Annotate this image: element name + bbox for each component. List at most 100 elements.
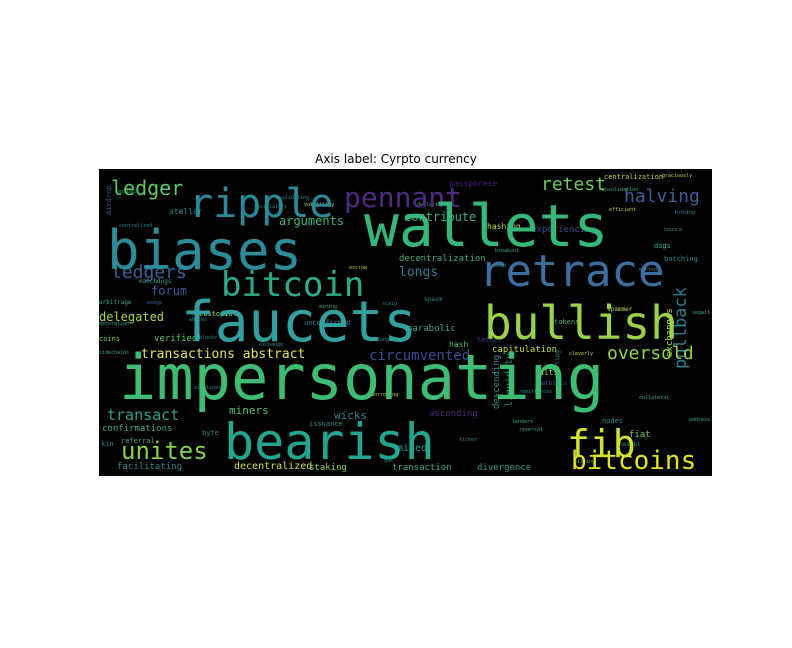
word-retest: retest — [541, 174, 606, 195]
word-mined: mined — [397, 443, 427, 454]
word-parabolic: parabolic — [407, 324, 456, 334]
word-centralized: centralized — [119, 223, 152, 229]
word-arguments: arguments — [279, 214, 344, 228]
word-passphrase: passphrase — [449, 179, 497, 188]
word-forum: forum — [151, 284, 187, 298]
word-parabola: parabola — [538, 380, 567, 387]
word-facilitating: facilitating — [117, 462, 182, 472]
word-masabi: masabi — [619, 441, 641, 448]
word-alts: alts — [539, 368, 558, 377]
word-volatility: volatility — [304, 202, 334, 208]
word-experiencing: experiencing — [531, 225, 596, 235]
word-consolidation: consolidation — [599, 187, 638, 193]
word-borrowing: borrowing — [371, 392, 398, 398]
word-circumvented: circumvented — [369, 348, 470, 364]
word-ledgers: ledgers — [111, 262, 187, 283]
word-delegated: delegated — [99, 310, 164, 324]
word-reversal: reversal — [519, 427, 543, 433]
word-spasm: spasm — [424, 296, 442, 303]
word-exchanges: exchanges — [665, 308, 675, 357]
word-liquidity: liquidity — [504, 353, 515, 407]
word-cashback: cashback — [115, 189, 139, 195]
word-transaction: transaction — [392, 463, 452, 473]
word-deflationary: deflationary — [417, 202, 453, 208]
word-shorting: shorting — [554, 350, 561, 379]
word-wicks: wicks — [334, 409, 367, 422]
word-exchange: exchange — [259, 342, 283, 348]
word-staking: staking — [309, 463, 347, 473]
word-graciously: graciously — [662, 173, 692, 179]
word-scalp: scalp — [382, 301, 397, 307]
word-group: fungible deflationary graciously centralize… — [99, 173, 710, 476]
word-collateral: collateral — [639, 395, 669, 401]
word-decoration: decoration — [99, 321, 129, 327]
word-bearish: bearish — [224, 413, 435, 471]
word-tether: tether — [477, 336, 502, 344]
word-forking: forking — [674, 210, 695, 216]
word-transactions-abstract: transactions abstract — [141, 347, 305, 362]
word-blocks: blocks — [199, 335, 217, 341]
word-hashing: hashing — [487, 222, 521, 231]
word-airdrop: airdrop — [105, 185, 113, 215]
word-unites: unites — [121, 437, 208, 465]
word-breakout: breakout — [495, 248, 519, 254]
word-sidechains: sidechains — [99, 350, 129, 356]
word-hash: hash — [449, 340, 468, 349]
word-referral: referral — [121, 437, 155, 445]
word-byte: byte — [202, 429, 219, 437]
word-escrow: escrow — [349, 265, 368, 271]
word-longs: longs — [399, 265, 438, 280]
word-minted: minted — [639, 267, 657, 273]
word-contribute: contribute — [404, 210, 476, 224]
word-address: address — [689, 417, 710, 423]
chart-title: Axis label: Cyrpto currency — [315, 152, 477, 166]
word-retrace: retrace — [479, 246, 664, 297]
word-wedge: wedge — [147, 300, 162, 306]
word-nodes: nodes — [602, 417, 623, 425]
word-cloud: fungible deflationary graciously centralize… — [99, 169, 712, 476]
word-halving: halving — [624, 186, 700, 207]
word-gas: gas — [384, 458, 393, 464]
word-mining: mining — [319, 304, 337, 310]
word-remittances: remittances — [519, 389, 552, 395]
word-tokens: tokens — [554, 318, 579, 326]
word-bull: bull — [539, 381, 551, 387]
word-whales: whales — [189, 317, 207, 323]
word-kin: kin — [101, 440, 114, 448]
word-divergence: divergence — [477, 463, 531, 473]
cloud-background — [99, 169, 712, 476]
word-dogs: dogs — [654, 242, 671, 250]
word-ticker: ticker — [459, 437, 477, 443]
word-impersonating: impersonating — [119, 341, 604, 414]
word-proved: proved — [488, 263, 506, 269]
word-unconfirmed: unconfirmed — [304, 319, 350, 327]
word-faucets: faucets — [181, 290, 417, 355]
word-biases: biases — [107, 219, 302, 282]
word-matchdogs: matchdogs — [139, 278, 172, 285]
word-oversold: oversold — [607, 343, 694, 364]
word-lenders: lenders — [512, 419, 533, 425]
word-descending: descending — [492, 355, 502, 409]
word-ripple: ripple — [189, 181, 334, 227]
word-stellar: stellar — [169, 207, 203, 216]
word-spammer: spammer — [607, 306, 633, 313]
word-decentralization: decentralization — [399, 254, 486, 264]
word-cleverly: cleverly — [569, 351, 593, 357]
word-decentralized: decentralized — [234, 461, 312, 472]
word-issuance: issuance — [309, 420, 343, 428]
word-ascending: ascending — [429, 409, 478, 419]
word-validating: validating — [279, 195, 309, 201]
word-bitcoin: bitcoin — [221, 265, 364, 305]
word-coins: coins — [99, 335, 120, 343]
word-capitulation: capitulation — [492, 345, 557, 355]
word-efficient: efficient — [609, 207, 636, 213]
word-segwit: segwit — [692, 310, 710, 316]
word-wallets: wallets — [364, 192, 608, 260]
word-fungible: fungible — [377, 337, 401, 343]
word-verified: verified — [154, 334, 197, 344]
word-pullback: pullback — [671, 287, 691, 369]
word-fib: fib — [567, 422, 636, 466]
word-centralization: centralization — [604, 173, 663, 181]
word-confirmations: confirmations — [102, 424, 172, 434]
word-custodial: custodial — [199, 310, 237, 318]
